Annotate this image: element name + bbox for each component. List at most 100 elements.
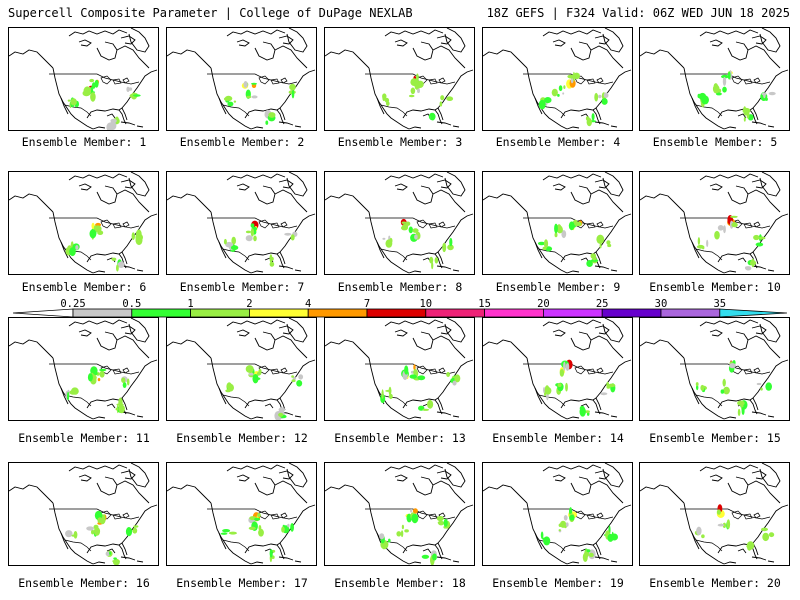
coastline [60, 387, 69, 405]
parameter-contour [75, 245, 79, 250]
parameter-contour [558, 85, 563, 92]
parameter-contour [429, 256, 434, 264]
coastline [264, 403, 274, 409]
parameter-contour [388, 538, 391, 543]
border-line [695, 248, 723, 261]
coastline [394, 183, 408, 191]
coastline [128, 28, 150, 53]
coastline [402, 252, 443, 269]
coastline [218, 387, 227, 405]
coastline [9, 339, 54, 359]
parameter-contour [579, 407, 586, 417]
coastline [727, 331, 749, 351]
colorbar-tick-label: 20 [537, 298, 550, 310]
coastline [92, 416, 106, 420]
parameter-contour [227, 101, 234, 107]
parameter-contour [554, 223, 558, 234]
parameter-contour [443, 518, 448, 527]
coastline [709, 474, 723, 482]
map-outline [167, 463, 316, 565]
parameter-contour [109, 551, 112, 555]
parameter-contour [726, 519, 731, 529]
parameter-contour [298, 374, 304, 380]
coastline [276, 397, 286, 411]
coastline [118, 107, 128, 121]
colorbar-tick-label: 30 [654, 298, 668, 310]
coastline [436, 470, 452, 480]
parameter-contour [388, 393, 393, 400]
coastline [747, 335, 781, 359]
parameter-contour [696, 526, 702, 536]
coastline [723, 561, 737, 565]
border-line [753, 77, 761, 84]
coastline [560, 543, 601, 560]
parameter-contour [720, 389, 725, 394]
coastline [116, 335, 150, 359]
coastline [444, 463, 466, 488]
coastline [691, 97, 700, 115]
parameter-contour [414, 234, 418, 240]
coastline [106, 403, 116, 409]
coastline [570, 185, 592, 205]
coastline [723, 270, 737, 274]
parameter-contour [410, 508, 413, 513]
coastline [78, 183, 92, 191]
map-outline [483, 463, 632, 565]
coastline [384, 173, 444, 181]
parameter-contour [396, 531, 402, 537]
ensemble-member-label: Ensemble Member: 17 [176, 576, 308, 590]
parameter-contour [91, 82, 96, 89]
map-outline [325, 463, 474, 565]
coastline [592, 107, 602, 121]
colorbar-segment [425, 308, 485, 318]
parameter-contour [389, 237, 393, 244]
ensemble-member-label: Ensemble Member: 19 [492, 576, 624, 590]
border-line [538, 248, 566, 261]
coastline [752, 504, 789, 544]
ensemble-member-label: Ensemble Member: 2 [179, 135, 305, 149]
border-line [49, 363, 140, 375]
parameter-contour [135, 235, 143, 246]
coastline [68, 29, 128, 37]
coastline [128, 463, 150, 488]
coastline [384, 29, 444, 37]
ensemble-member-map [324, 27, 475, 131]
border-line [365, 508, 456, 520]
colorbar-segment [131, 308, 192, 318]
coastline [278, 121, 294, 126]
border-line [64, 539, 92, 552]
parameter-contour [765, 382, 772, 391]
coastline [580, 403, 590, 409]
parameter-contour [601, 98, 608, 105]
run-info: 18Z GEFS | F324 Valid: 06Z WED JUN 18 20… [486, 6, 790, 20]
parameter-contour [254, 517, 261, 521]
ensemble-member-map [166, 462, 317, 566]
coastline [699, 173, 759, 181]
coastline [276, 107, 286, 121]
coastline [274, 335, 308, 359]
parameter-contour [714, 230, 720, 240]
parameter-contour [760, 387, 763, 391]
parameter-contour [558, 529, 561, 532]
border-line [416, 365, 428, 375]
parameter-contour [606, 381, 610, 388]
coastline [52, 67, 94, 130]
ensemble-member-label: Ensemble Member: 12 [176, 431, 308, 445]
parameter-contour [408, 226, 413, 234]
parameter-contour [722, 378, 726, 387]
coastline [68, 173, 128, 181]
parameter-contour [222, 529, 231, 533]
coastline [96, 476, 118, 496]
border-line [596, 77, 604, 84]
border-line [49, 73, 140, 85]
parameter-contour [117, 261, 125, 268]
coastline [444, 28, 466, 53]
parameter-contour [382, 237, 386, 240]
parameter-contour [409, 374, 417, 379]
parameter-contour [384, 97, 390, 103]
coastline [68, 464, 128, 472]
coastline [747, 480, 781, 504]
parameter-contour [252, 377, 261, 381]
coastline [92, 126, 106, 130]
parameter-contour [537, 241, 546, 246]
